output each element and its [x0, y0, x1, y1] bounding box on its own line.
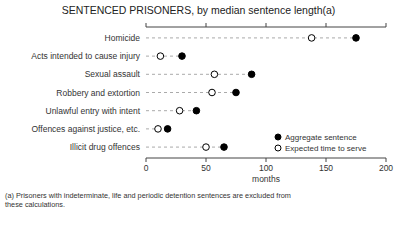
leader-line	[146, 37, 356, 38]
dot	[193, 107, 200, 114]
legend: Aggregate sentence Expected time to serve	[275, 133, 367, 153]
dot	[221, 144, 228, 151]
footnote-line: these calculations.	[5, 200, 65, 209]
category-label: Homicide	[105, 33, 141, 43]
chart: SENTENCED PRISONERS, by median sentence …	[0, 0, 397, 227]
x-tick-top	[206, 23, 207, 27]
dot	[233, 89, 240, 96]
dot	[209, 89, 216, 96]
leader-line	[146, 147, 224, 148]
legend-marker	[275, 145, 281, 151]
leader-line	[146, 74, 252, 75]
x-tick-top	[326, 23, 327, 27]
x-tick-label: 150	[319, 163, 333, 173]
x-tick-top	[146, 23, 147, 27]
category-label: Offences against justice, etc.	[31, 124, 140, 134]
category-label: Robbery and extortion	[56, 88, 140, 98]
x-tick	[326, 158, 327, 162]
title: SENTENCED PRISONERS, by median sentence …	[62, 4, 336, 16]
x-tick-label: 200	[379, 163, 393, 173]
x-tick	[146, 158, 147, 162]
dot	[179, 53, 186, 60]
x-tick-top	[266, 23, 267, 27]
legend-marker	[275, 134, 281, 140]
dot	[248, 71, 255, 78]
category-label: Acts intended to cause injury	[31, 51, 140, 61]
footnote: (a) Prisoners with indeterminate, life a…	[5, 191, 291, 209]
dot	[157, 53, 164, 60]
category-label: Unlawful entry with intent	[46, 106, 141, 116]
dot	[308, 35, 315, 42]
leader-line	[146, 92, 236, 93]
x-axis-label: months	[252, 174, 280, 184]
x-tick	[386, 158, 387, 162]
legend-label: Aggregate sentence	[285, 133, 357, 142]
dot	[155, 126, 162, 133]
category-label: Sexual assault	[85, 69, 141, 79]
x-tick-label: 0	[144, 163, 149, 173]
plot-area	[146, 35, 359, 151]
category-label: Illicit drug offences	[70, 142, 140, 152]
x-tick-label: 50	[201, 163, 211, 173]
dot	[203, 144, 210, 151]
x-tick-label: 100	[259, 163, 273, 173]
x-tick	[206, 158, 207, 162]
dot	[353, 35, 360, 42]
dot	[211, 71, 218, 78]
x-tick-top	[386, 23, 387, 27]
legend-label: Expected time to serve	[285, 144, 367, 153]
leader-line	[146, 110, 196, 111]
x-tick	[266, 158, 267, 162]
dot	[176, 107, 183, 114]
dot	[164, 126, 171, 133]
footnote-line: (a) Prisoners with indeterminate, life a…	[5, 191, 291, 200]
